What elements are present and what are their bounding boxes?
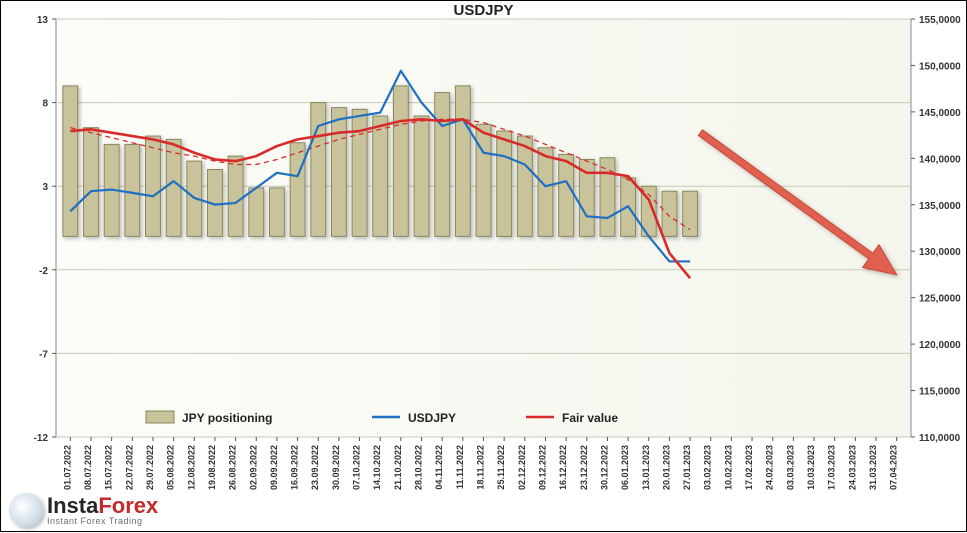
y-right-label: 130,0000 [919,247,961,258]
y-right-label: 125,0000 [919,294,961,305]
x-label: 03.02.2023 [703,445,713,490]
bar [455,86,470,236]
bar [373,116,388,236]
x-label: 10.02.2023 [723,445,733,490]
x-label: 17.02.2023 [744,445,754,490]
watermark-brand-post: Forex [98,493,158,518]
bar [476,124,491,236]
x-label: 02.09.2022 [248,445,258,490]
watermark-brand: InstaForex [47,495,158,517]
x-label: 08.07.2022 [83,445,93,490]
y-left-label: 8 [42,99,48,110]
y-left-label: -7 [39,349,48,360]
bar [559,154,574,236]
bar [517,136,532,236]
x-label: 20.01.2023 [661,445,671,490]
bar [84,128,99,237]
x-label: 01.07.2022 [62,445,72,490]
x-label: 24.02.2023 [765,445,775,490]
bar [63,86,78,236]
bar [269,188,284,236]
x-label: 09.12.2022 [537,445,547,490]
x-label: 14.10.2022 [372,445,382,490]
bar [146,136,161,236]
y-right-label: 115,0000 [919,387,961,398]
x-label: 16.12.2022 [558,445,568,490]
x-label: 02.12.2022 [517,445,527,490]
watermark-globe-icon [9,493,43,527]
x-label: 12.08.2022 [186,445,196,490]
bar [600,158,615,237]
bar [352,109,367,236]
chart-title: USDJPY [453,2,513,19]
x-label: 11.11.2022 [455,445,465,489]
x-label: 24.03.2023 [847,445,857,490]
x-label: 27.01.2023 [682,445,692,490]
x-label: 09.09.2022 [269,445,279,490]
x-label: 22.07.2022 [124,445,134,490]
y-right-label: 110,0000 [919,433,961,444]
x-label: 17.03.2023 [827,445,837,490]
x-label: 21.10.2022 [393,445,403,490]
watermark: InstaForex Instant Forex Trading [9,493,158,527]
x-label: 29.07.2022 [145,445,155,490]
x-label: 03.03.2023 [785,445,795,490]
x-label: 07.10.2022 [352,445,362,490]
x-label: 26.08.2022 [228,445,238,490]
x-label: 28.10.2022 [414,445,424,490]
bar [290,143,305,237]
x-label: 30.09.2022 [331,445,341,490]
bar [662,191,677,236]
watermark-brand-pre: Insta [47,493,98,518]
x-label: 23.09.2022 [310,445,320,490]
legend-label: USDJPY [408,411,456,425]
x-label: 23.12.2022 [579,445,589,490]
legend-label: JPY positioning [182,411,272,425]
x-label: 16.09.2022 [290,445,300,490]
y-right-label: 145,0000 [919,108,961,119]
bar [228,156,243,236]
bar [538,148,553,237]
bar [249,188,264,236]
y-right-label: 140,0000 [919,154,961,165]
y-right-label: 120,0000 [919,340,961,351]
x-label: 06.01.2023 [620,445,630,490]
bar [311,103,326,237]
x-label: 18.11.2022 [476,445,486,490]
watermark-tagline: Instant Forex Trading [47,517,158,526]
x-label: 25.11.2022 [496,445,506,490]
y-left-label: 3 [42,182,48,193]
x-label: 19.08.2022 [207,445,217,490]
y-right-label: 135,0000 [919,201,961,212]
y-right-label: 155,0000 [919,15,961,26]
x-label: 05.08.2022 [166,445,176,490]
bar [393,86,408,236]
y-left-label: -2 [39,266,48,277]
x-label: 30.12.2022 [599,445,609,490]
bar [497,131,512,236]
x-label: 04.11.2022 [434,445,444,490]
bar [414,116,429,236]
y-left-label: 13 [37,15,49,26]
x-label: 15.07.2022 [104,445,114,490]
legend-label: Fair value [562,411,618,425]
x-label: 31.03.2023 [868,445,878,490]
bar [435,93,450,237]
x-label: 07.04.2023 [889,445,899,490]
chart-container: -12 -7 -2 3 8 13 110,0000 115,0000 120,0000 125,0… [0,0,967,532]
bar [331,108,346,237]
y-right-label: 150,0000 [919,61,961,72]
y-left-label: -12 [34,433,49,444]
x-label: 13.01.2023 [641,445,651,490]
chart-svg: -12 -7 -2 3 8 13 110,0000 115,0000 120,0000 125,0… [1,1,967,533]
bar [125,144,140,236]
x-label: 10.03.2023 [806,445,816,490]
legend-swatch-bar [146,411,174,423]
watermark-text: InstaForex Instant Forex Trading [47,495,158,526]
